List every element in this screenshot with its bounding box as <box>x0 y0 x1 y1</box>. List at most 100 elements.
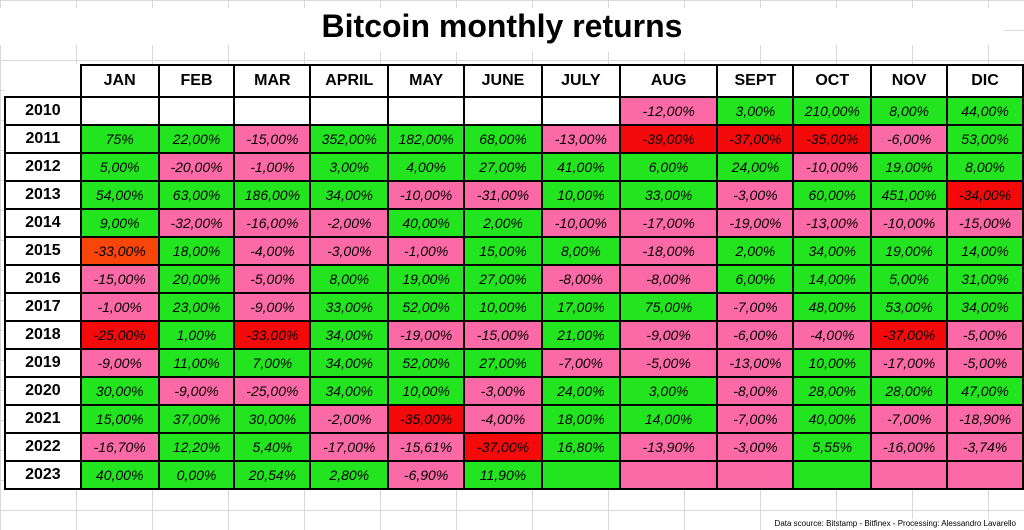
return-cell: -4,00% <box>792 320 873 350</box>
return-cell: 19,00% <box>387 264 466 294</box>
table-row: 2010 -12,00% 3,00% 210,00% 8,00% 44,00% <box>4 96 1024 126</box>
return-cell <box>792 460 873 490</box>
return-cell <box>387 96 466 126</box>
return-cell: 9,00% <box>79 208 160 238</box>
year-label: 2013 <box>4 180 82 210</box>
return-cell: 2,80% <box>309 460 390 490</box>
return-cell: 27,00% <box>463 348 543 378</box>
return-cell: 10,00% <box>792 348 873 378</box>
table-row: 2014 9,00% -32,00% -16,00% -2,00% 40,00% 2,00%… <box>4 208 1024 238</box>
return-cell: 24,00% <box>540 376 621 406</box>
return-cell <box>540 460 621 490</box>
return-cell: -9,00% <box>157 376 236 406</box>
return-cell: 28,00% <box>870 376 949 406</box>
month-header: OCT <box>792 64 873 98</box>
return-cell: 11,90% <box>463 460 543 490</box>
month-header: FEB <box>157 64 236 98</box>
return-cell: -25,00% <box>79 320 160 350</box>
return-cell: 23,00% <box>157 292 236 322</box>
return-cell: 8,00% <box>870 96 949 126</box>
return-cell: 7,00% <box>233 348 312 378</box>
return-cell: -17,00% <box>618 208 719 238</box>
return-cell: 3,00% <box>309 152 390 182</box>
return-cell: 40,00% <box>79 460 160 490</box>
table-row: 2012 5,00% -20,00% -1,00% 3,00% 4,00% 27,00% 41… <box>4 152 1024 182</box>
return-cell: 37,00% <box>157 404 236 434</box>
return-cell: -13,00% <box>540 124 621 154</box>
return-cell <box>157 96 236 126</box>
return-cell: 4,00% <box>387 152 466 182</box>
return-cell: 8,00% <box>540 236 621 266</box>
table-row: 2020 30,00% -9,00% -25,00% 34,00% 10,00% -3,00… <box>4 376 1024 406</box>
return-cell: 30,00% <box>233 404 312 434</box>
return-cell: -10,00% <box>540 208 621 238</box>
return-cell: 5,55% <box>792 432 873 462</box>
return-cell: -1,00% <box>233 152 312 182</box>
return-cell: 186,00% <box>233 180 312 210</box>
return-cell: -15,00% <box>233 124 312 154</box>
return-cell: 210,00% <box>792 96 873 126</box>
return-cell: 19,00% <box>870 152 949 182</box>
return-cell <box>716 460 795 490</box>
return-cell: -6,00% <box>870 124 949 154</box>
return-cell: 21,00% <box>540 320 621 350</box>
year-label: 2019 <box>4 348 82 378</box>
return-cell: -5,00% <box>618 348 719 378</box>
return-cell <box>946 460 1024 490</box>
return-cell: -3,00% <box>716 180 795 210</box>
return-cell: -8,00% <box>540 264 621 294</box>
return-cell: -25,00% <box>233 376 312 406</box>
return-cell <box>309 96 390 126</box>
return-cell: -15,61% <box>387 432 466 462</box>
return-cell: 48,00% <box>792 292 873 322</box>
return-cell: 20,00% <box>157 264 236 294</box>
table-row: 2017 -1,00% 23,00% -9,00% 33,00% 52,00% 10,00%… <box>4 292 1024 322</box>
return-cell: -2,00% <box>309 208 390 238</box>
return-cell: 60,00% <box>792 180 873 210</box>
return-cell: -17,00% <box>309 432 390 462</box>
return-cell: 11,00% <box>157 348 236 378</box>
return-cell: 34,00% <box>792 236 873 266</box>
table-body: 2010 -12,00% 3,00% 210,00% 8,00% 44,00% 2011 75… <box>4 96 1024 490</box>
return-cell: -7,00% <box>870 404 949 434</box>
return-cell: -31,00% <box>463 180 543 210</box>
return-cell: 47,00% <box>946 376 1024 406</box>
year-label: 2010 <box>4 96 82 126</box>
return-cell: -18,90% <box>946 404 1024 434</box>
return-cell: -13,00% <box>716 348 795 378</box>
month-header: DIC <box>946 64 1024 98</box>
table-row: 2021 15,00% 37,00% 30,00% -2,00% -35,00% -4,00… <box>4 404 1024 434</box>
return-cell: -10,00% <box>792 152 873 182</box>
year-label: 2017 <box>4 292 82 322</box>
return-cell: 8,00% <box>946 152 1024 182</box>
return-cell: 31,00% <box>946 264 1024 294</box>
return-cell: -4,00% <box>463 404 543 434</box>
header-row: JAN FEB MAR APRIL MAY JUNE JULY AUG SEPT OCT NOV DI… <box>5 64 1024 98</box>
month-header: JUNE <box>463 64 543 98</box>
return-cell: 15,00% <box>79 404 160 434</box>
return-cell: -35,00% <box>387 404 466 434</box>
year-label: 2011 <box>4 124 82 154</box>
return-cell: 14,00% <box>946 236 1024 266</box>
return-cell: 34,00% <box>946 292 1024 322</box>
return-cell: 6,00% <box>716 264 795 294</box>
return-cell: -9,00% <box>618 320 719 350</box>
return-cell: 22,00% <box>157 124 236 154</box>
return-cell: 451,00% <box>870 180 949 210</box>
return-cell: -1,00% <box>79 292 160 322</box>
year-label: 2023 <box>4 460 82 490</box>
month-header: JAN <box>79 64 160 98</box>
return-cell: 2,00% <box>716 236 795 266</box>
return-cell: 3,00% <box>618 376 719 406</box>
return-cell: -34,00% <box>946 180 1024 210</box>
return-cell: -6,00% <box>716 320 795 350</box>
return-cell: 18,00% <box>540 404 621 434</box>
return-cell: 17,00% <box>540 292 621 322</box>
year-label: 2014 <box>4 208 82 238</box>
return-cell: -7,00% <box>540 348 621 378</box>
return-cell: 10,00% <box>463 292 543 322</box>
return-cell: -9,00% <box>79 348 160 378</box>
return-cell: -5,00% <box>946 348 1024 378</box>
year-label: 2015 <box>4 236 82 266</box>
return-cell: 44,00% <box>946 96 1024 126</box>
